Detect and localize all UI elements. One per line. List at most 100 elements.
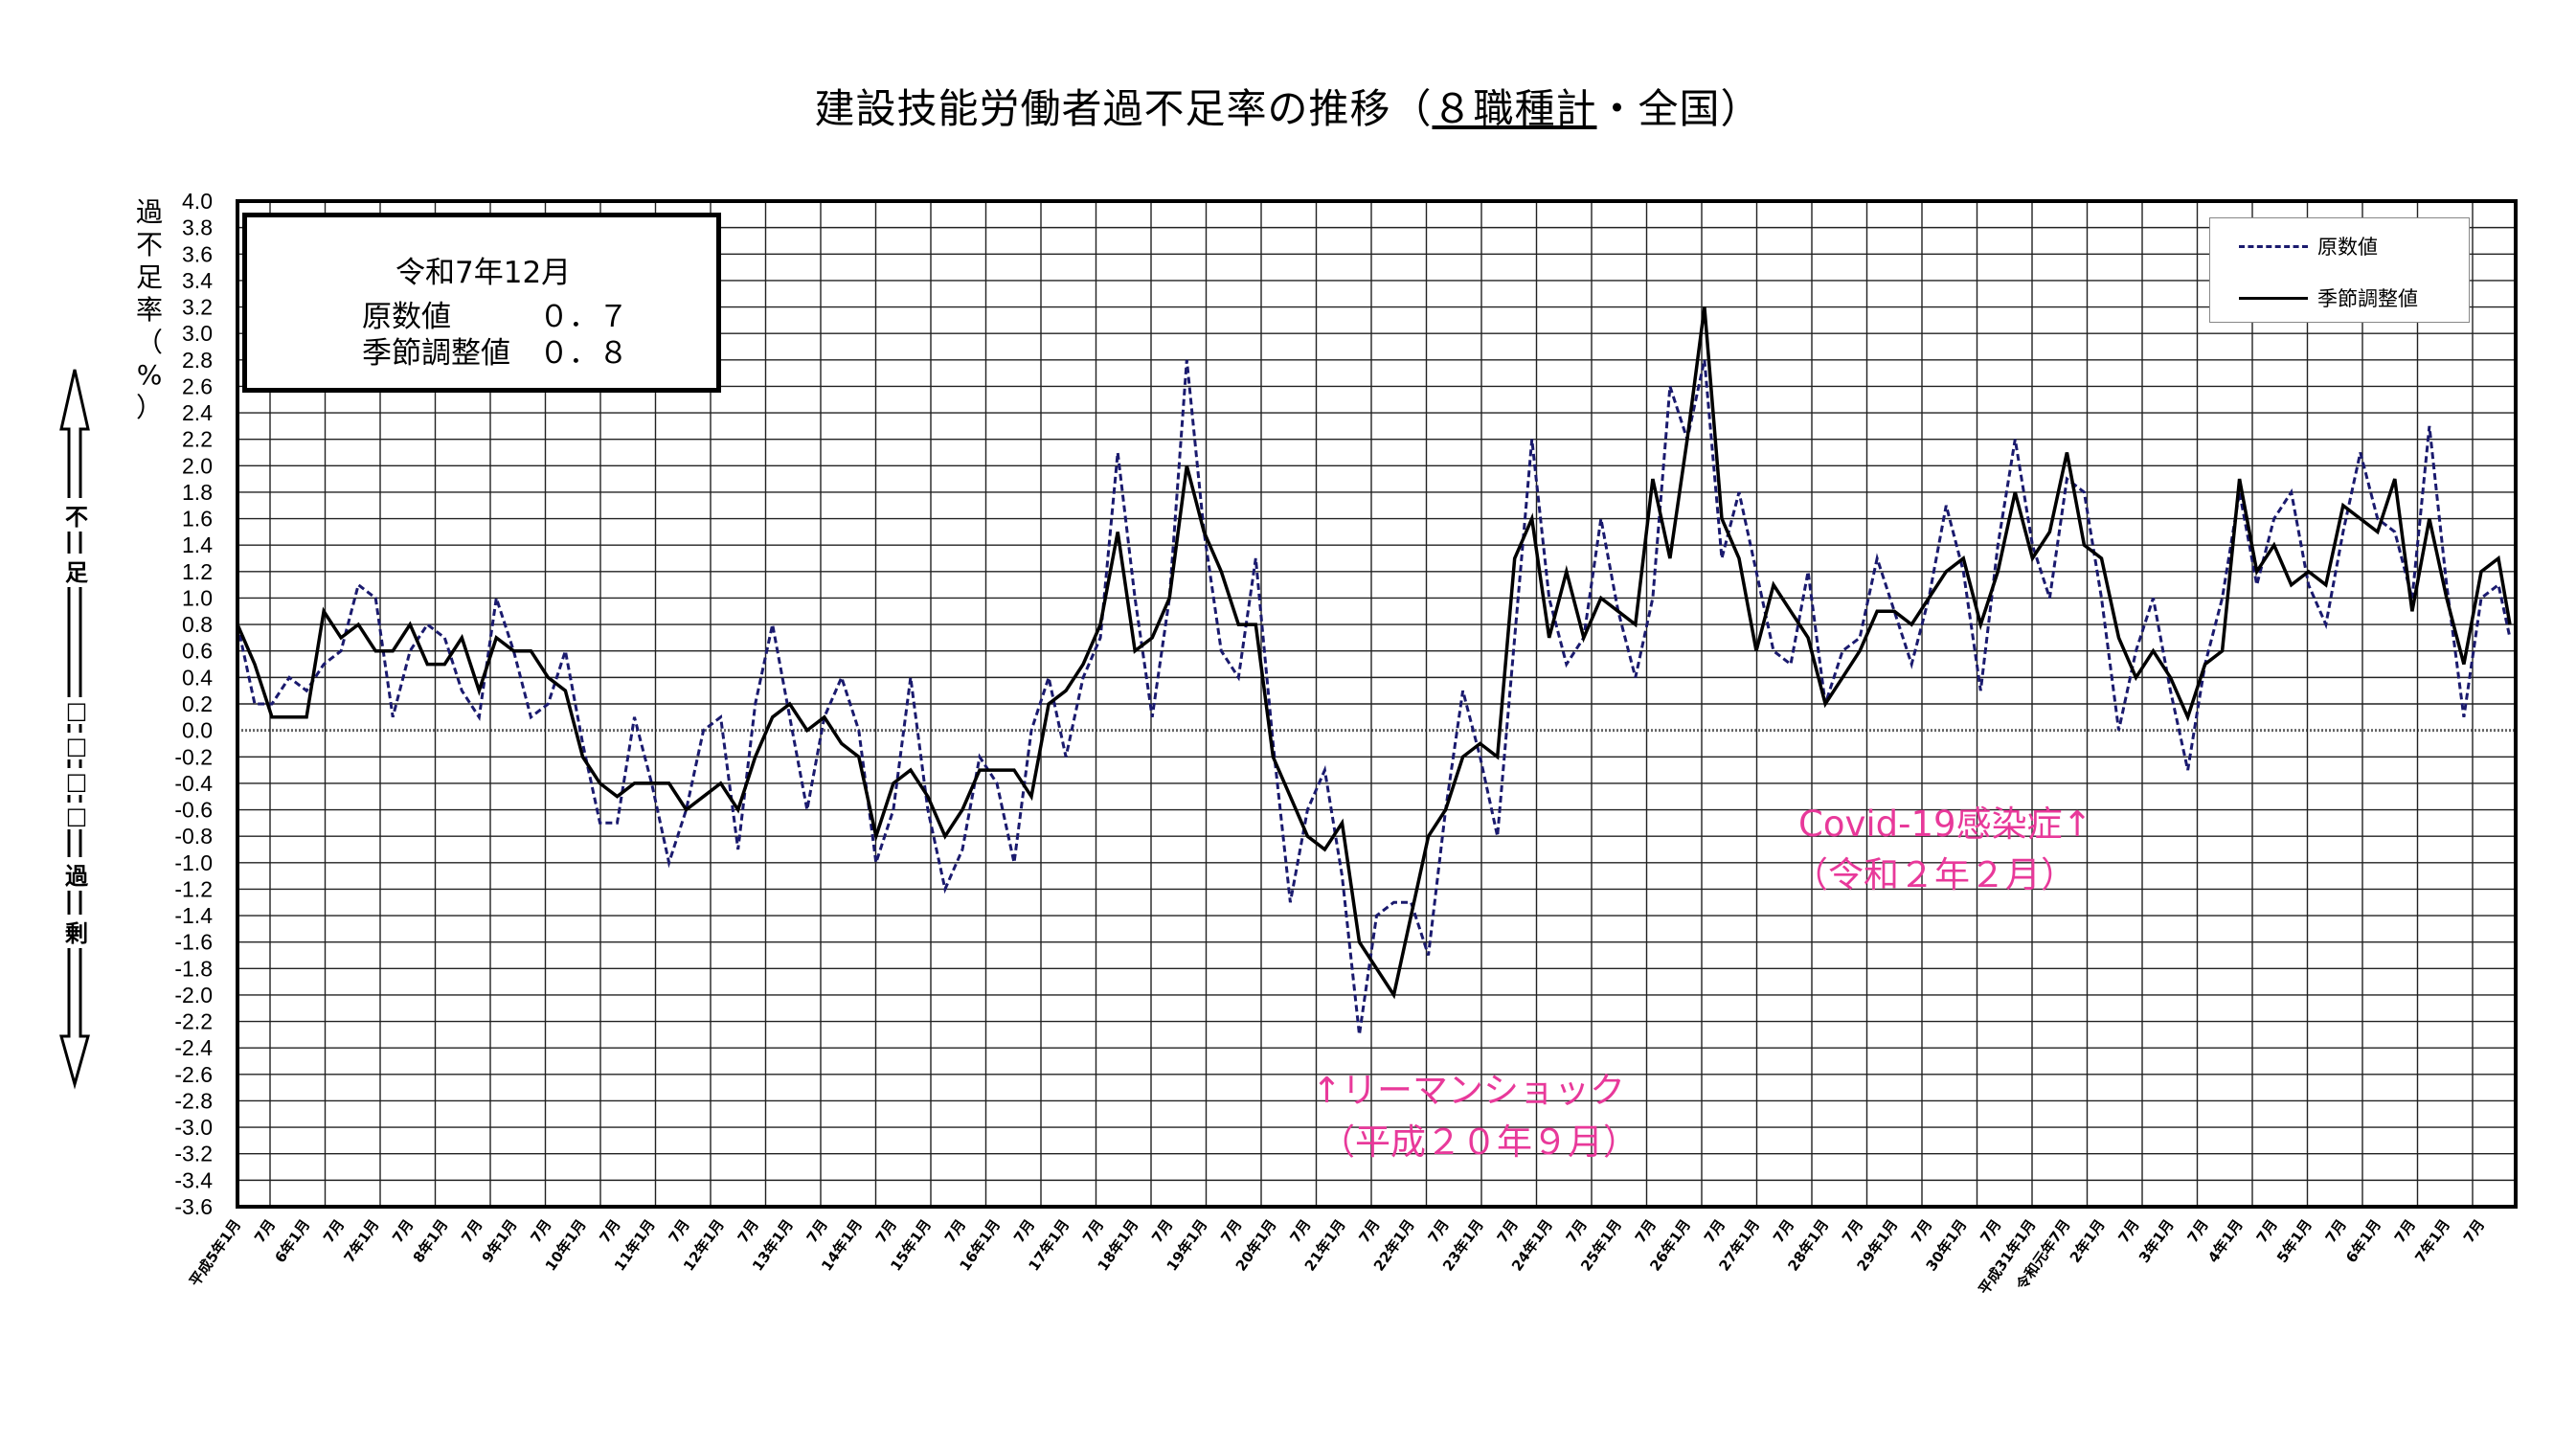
lehman-annotation-date: （平成２０年９月） bbox=[1320, 1121, 1638, 1163]
y-axis-title-char: 足 bbox=[135, 261, 163, 293]
x-tick-label: 7月 bbox=[2322, 1216, 2350, 1246]
y-tick-label: -3.6 bbox=[174, 1194, 213, 1219]
y-tick-label: 1.4 bbox=[182, 532, 213, 557]
x-tick-label: 7月 bbox=[527, 1216, 554, 1246]
x-tick-label: 7月 bbox=[2114, 1216, 2142, 1246]
y-tick-label: -2.2 bbox=[174, 1009, 213, 1034]
y-axis-title-char: 不 bbox=[135, 229, 163, 260]
x-tick-label: 7月 bbox=[734, 1216, 762, 1246]
y-tick-label: -0.6 bbox=[174, 798, 213, 823]
solid-line-swatch bbox=[2239, 296, 2308, 300]
x-tick-label: 7月 bbox=[458, 1216, 486, 1246]
x-tick-label: 6年1月 bbox=[2342, 1216, 2384, 1266]
title-main: 建設技能労働者過不足率の推移（ bbox=[814, 85, 1433, 132]
y-axis-title-char: 率 bbox=[135, 294, 163, 326]
raw-value: ０．７ bbox=[539, 300, 628, 334]
covid-annotation-date: （令和２年２月） bbox=[1793, 854, 2076, 895]
raw-label: 原数値 bbox=[362, 300, 451, 334]
latest-date: 令和7年12月 bbox=[395, 256, 572, 290]
side-arrow-label: 過 bbox=[57, 857, 96, 891]
sa-label: 季節調整値 bbox=[362, 336, 510, 371]
x-tick-label: 7月 bbox=[1286, 1216, 1314, 1246]
x-tick-label: 7月 bbox=[803, 1216, 831, 1246]
y-tick-label: -1.8 bbox=[174, 956, 213, 981]
x-tick-label: 7年1月 bbox=[341, 1216, 383, 1266]
x-tick-label: 7月 bbox=[1010, 1216, 1038, 1246]
x-tick-label: 3年1月 bbox=[2135, 1216, 2178, 1266]
x-tick-label: 7月 bbox=[1632, 1216, 1660, 1246]
legend-label-sa: 季節調整値 bbox=[2317, 287, 2418, 310]
y-tick-label: -1.6 bbox=[174, 930, 213, 955]
raw-row: 原数値 ０．７ bbox=[362, 292, 628, 335]
side-arrow-label: 剰 bbox=[57, 915, 96, 948]
y-tick-label: 0.8 bbox=[182, 612, 213, 637]
chart-title: 建設技能労働者過不足率の推移（８職種計・全国） bbox=[0, 77, 2576, 135]
y-tick-label: 0.6 bbox=[182, 639, 213, 664]
plot-border bbox=[236, 199, 2518, 1209]
x-tick-label: 7月 bbox=[872, 1216, 900, 1246]
y-tick-label: -2.6 bbox=[174, 1062, 213, 1087]
sa-value: ０．８ bbox=[539, 336, 628, 371]
y-tick-label: 3.8 bbox=[182, 215, 213, 240]
y-axis-title-char: % bbox=[136, 359, 163, 391]
x-tick-label: 平成5年1月 bbox=[186, 1216, 244, 1290]
y-tick-label: -2.8 bbox=[174, 1088, 213, 1113]
y-tick-label: -3.4 bbox=[174, 1167, 213, 1192]
x-tick-label: 2年1月 bbox=[2067, 1216, 2109, 1266]
side-arrow-label: □ bbox=[57, 697, 96, 724]
y-axis-title: 過不足率（%） bbox=[130, 196, 169, 424]
y-tick-label: 3.4 bbox=[182, 268, 213, 293]
x-tick-label: 7月 bbox=[251, 1216, 279, 1246]
x-tick-label: 7月 bbox=[1908, 1216, 1935, 1246]
x-tick-label: 7月 bbox=[666, 1216, 693, 1246]
y-tick-label: 2.8 bbox=[182, 348, 213, 373]
latest-value-box: 令和7年12月 原数値 ０．７ 季節調整値 ０．８ bbox=[242, 213, 721, 393]
title-underlined: ８職種計 bbox=[1432, 85, 1597, 132]
legend-item-raw: 原数値 bbox=[2239, 232, 2378, 260]
x-tick-label: 7月 bbox=[1770, 1216, 1797, 1246]
x-tick-label: 7月 bbox=[596, 1216, 623, 1246]
y-tick-label: 0.0 bbox=[182, 718, 213, 743]
x-tick-label: 5年1月 bbox=[2273, 1216, 2316, 1266]
lehman-annotation: ↑リーマンショック bbox=[1312, 1070, 1626, 1111]
x-tick-label: 4年1月 bbox=[2204, 1216, 2247, 1266]
raw-series-line bbox=[236, 359, 2512, 1035]
sa-row: 季節調整値 ０．８ bbox=[362, 328, 628, 372]
x-tick-label: 7月 bbox=[2391, 1216, 2419, 1246]
y-tick-label: -0.8 bbox=[174, 824, 213, 849]
y-tick-label: -0.4 bbox=[174, 771, 213, 796]
x-tick-label: 7月 bbox=[2253, 1216, 2281, 1246]
x-tick-label: 7月 bbox=[1217, 1216, 1245, 1246]
x-tick-label: 7月 bbox=[1148, 1216, 1176, 1246]
side-arrow-label: □ bbox=[57, 768, 96, 795]
x-tick-label: 7月 bbox=[389, 1216, 417, 1246]
x-tick-label: 7年1月 bbox=[2411, 1216, 2453, 1266]
side-arrow-label: □ bbox=[57, 733, 96, 759]
legend-label-raw: 原数値 bbox=[2317, 236, 2378, 259]
x-tick-label: 7月 bbox=[1977, 1216, 2004, 1246]
y-tick-label: 1.8 bbox=[182, 480, 213, 505]
y-tick-label: 2.6 bbox=[182, 374, 213, 398]
x-tick-label: 7月 bbox=[320, 1216, 348, 1246]
side-arrow-label: □ bbox=[57, 803, 96, 829]
x-tick-label: 7月 bbox=[1355, 1216, 1383, 1246]
legend: 原数値 季節調整値 bbox=[2209, 217, 2470, 323]
x-tick-label: 7月 bbox=[1839, 1216, 1866, 1246]
x-tick-label: 7月 bbox=[941, 1216, 969, 1246]
y-tick-label: -1.4 bbox=[174, 903, 213, 928]
y-tick-label: 2.2 bbox=[182, 427, 213, 452]
y-tick-label: 2.4 bbox=[182, 400, 213, 425]
title-tail: ・全国） bbox=[1596, 85, 1762, 132]
double-arrow-icon bbox=[59, 369, 90, 1090]
covid-annotation: Covid-19感染症↑ bbox=[1798, 804, 2092, 845]
y-axis-title-char: ） bbox=[135, 392, 163, 423]
y-tick-label: 1.6 bbox=[182, 507, 213, 532]
y-axis-title-char: （ bbox=[135, 327, 163, 358]
y-tick-label: 0.2 bbox=[182, 691, 213, 716]
sa-series-line bbox=[236, 306, 2512, 1000]
x-tick-label: 7月 bbox=[2184, 1216, 2212, 1246]
y-tick-label: -1.2 bbox=[174, 876, 213, 901]
x-tick-label: 7月 bbox=[1079, 1216, 1107, 1246]
y-tick-label: -3.2 bbox=[174, 1142, 213, 1166]
